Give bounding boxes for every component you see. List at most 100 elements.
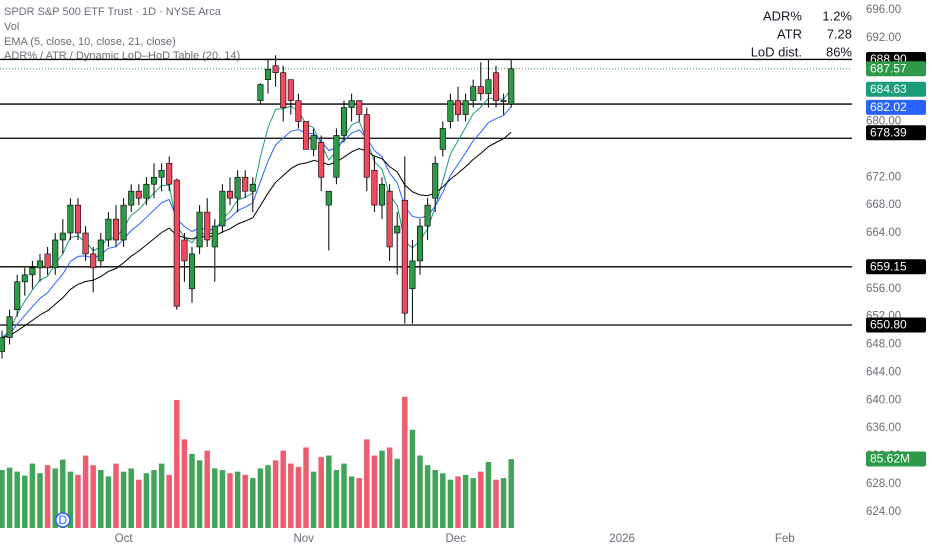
legend-line: EMA (5, close, 10, close, 21, close) xyxy=(4,36,176,48)
price-label: 659.15 xyxy=(870,259,907,273)
volume-bar xyxy=(455,476,461,528)
legend-line: ADR% / ATR / Dynamic LoD–HoD Table (20, … xyxy=(4,50,240,62)
legend-line: Vol xyxy=(4,21,19,33)
candle-body xyxy=(477,86,484,94)
volume-bar xyxy=(105,476,112,528)
x-tick-label: Feb xyxy=(775,533,795,545)
volume-bar xyxy=(29,463,36,528)
candle-body xyxy=(21,274,28,283)
candle-body xyxy=(204,211,211,241)
candle-body xyxy=(158,169,165,178)
price-label: 650.80 xyxy=(870,318,907,332)
volume-bar xyxy=(440,473,446,528)
candle-body xyxy=(485,79,492,94)
volume-bar xyxy=(250,478,256,528)
candle-body xyxy=(447,100,454,122)
volume-bar xyxy=(158,463,165,528)
volume-label-bg xyxy=(866,451,926,467)
price-label-bg xyxy=(866,81,926,97)
candle-body xyxy=(302,121,310,150)
volume-bar xyxy=(272,460,279,528)
table-value: 86% xyxy=(826,44,852,59)
volume-bar xyxy=(22,475,28,528)
candle-body xyxy=(181,239,188,262)
candle-body xyxy=(318,142,325,178)
volume-bar xyxy=(478,471,484,528)
volume-bar xyxy=(432,470,438,528)
candle-body xyxy=(280,72,287,108)
volume-bar xyxy=(181,439,188,528)
volume-bar xyxy=(219,470,226,528)
volume-bar xyxy=(234,471,241,528)
price-label: 678.39 xyxy=(870,125,907,139)
y-tick-label: 644.00 xyxy=(866,366,901,378)
volume-bar xyxy=(288,463,294,528)
volume-bar xyxy=(493,479,499,528)
ema-line xyxy=(1,131,512,339)
volume-bar xyxy=(174,399,180,528)
candle-body xyxy=(36,260,44,269)
candle-body xyxy=(257,84,264,101)
volume-bar xyxy=(44,465,51,528)
volume-bar xyxy=(136,479,142,528)
volume-bar xyxy=(60,459,66,528)
candle-body xyxy=(97,239,104,262)
price-label-bg xyxy=(866,61,926,77)
volume-bar xyxy=(402,396,408,528)
candle-body xyxy=(272,65,279,73)
price-label-bg xyxy=(866,259,926,275)
volume-bar xyxy=(424,465,431,528)
y-tick-label: 668.00 xyxy=(866,199,901,211)
x-tick-label: Dec xyxy=(446,533,467,545)
volume-bar xyxy=(333,470,340,528)
candle-body xyxy=(462,100,469,115)
y-tick-label: 656.00 xyxy=(866,283,901,295)
volume-bar xyxy=(386,447,393,528)
candle-body xyxy=(378,183,386,206)
candle-body xyxy=(29,267,36,276)
candle-body xyxy=(508,68,515,105)
candle-body xyxy=(394,225,401,234)
volume-bar xyxy=(189,453,195,528)
candle-body xyxy=(356,100,363,115)
candle-body xyxy=(150,176,158,185)
candle-body xyxy=(226,190,234,199)
volume-bar xyxy=(326,455,332,528)
candle-body xyxy=(196,211,203,248)
x-tick-label: 2026 xyxy=(609,533,635,545)
volume-bar xyxy=(356,478,362,528)
volume-bar xyxy=(52,468,58,528)
y-tick-label: 696.00 xyxy=(866,4,901,16)
candle-body xyxy=(348,100,355,108)
candle-body xyxy=(128,190,135,206)
y-tick-label: 624.00 xyxy=(866,506,901,518)
volume-bar xyxy=(485,461,492,528)
candle-body xyxy=(264,68,272,80)
candle-body xyxy=(409,260,416,290)
candle-body xyxy=(287,79,294,101)
volume-bar xyxy=(303,447,309,528)
candle-body xyxy=(166,163,173,185)
volume-bar xyxy=(227,473,233,528)
table-value: 1.2% xyxy=(822,8,852,23)
volume-bar xyxy=(280,450,286,528)
table-key: ATR xyxy=(777,26,802,41)
volume-bar xyxy=(462,474,469,528)
volume-bar xyxy=(394,458,400,528)
y-tick-label: 648.00 xyxy=(866,339,901,351)
volume-bar xyxy=(128,468,134,528)
candle-body xyxy=(59,232,66,241)
candle-body xyxy=(439,128,446,150)
volume-bar xyxy=(447,479,454,528)
table-key: ADR% xyxy=(763,8,802,23)
volume-bar xyxy=(0,470,5,528)
candle-body xyxy=(44,253,51,269)
candle-body xyxy=(325,190,332,206)
candle-body xyxy=(363,114,370,178)
candle-body xyxy=(249,183,256,192)
volume-bar xyxy=(82,455,89,528)
volume-bar xyxy=(90,465,96,528)
table-value: 7.28 xyxy=(827,26,852,41)
candle-body xyxy=(386,190,393,248)
volume-bar xyxy=(196,460,203,528)
